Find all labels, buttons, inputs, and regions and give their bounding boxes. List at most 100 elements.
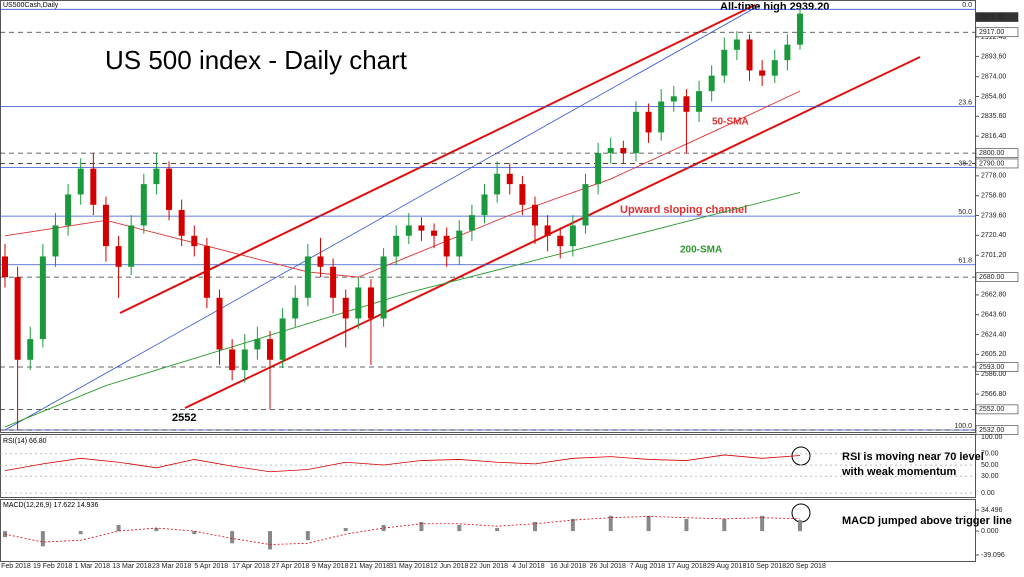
macd-bar <box>343 528 348 532</box>
candle-body <box>632 111 639 154</box>
symbol: US500Cash,Daily <box>3 2 59 9</box>
rsi-tick-label: 30.00 <box>981 473 999 480</box>
y-tick-label: 2778.00 <box>981 173 1006 180</box>
y-tick-label: 2720.40 <box>981 232 1006 239</box>
candle-body <box>468 215 475 231</box>
candle-body <box>279 318 286 360</box>
level-box <box>975 27 1019 38</box>
macd-bar <box>646 515 651 532</box>
candle-body <box>380 256 387 319</box>
macd-tick-label: -39.096 <box>981 552 1005 559</box>
macd-bar <box>684 518 689 532</box>
y-tick-label: 2816.40 <box>981 133 1006 140</box>
x-tick-label: 9 May 2018 <box>312 563 349 570</box>
candle-body <box>431 230 438 236</box>
macd-note: MACD jumped above trigger line <box>842 515 1012 527</box>
macd-title: MACD(12,26,9) 17.622 14.936 <box>3 502 98 509</box>
candle-body <box>506 173 513 185</box>
candle-body <box>292 297 299 319</box>
candle-body <box>367 287 374 319</box>
candle-body <box>746 39 753 71</box>
candle-body <box>456 230 463 257</box>
y-tick-label: 2624.40 <box>981 331 1006 338</box>
candle-body <box>14 277 21 360</box>
sma-label: 50-SMA <box>712 117 749 128</box>
macd-bar <box>495 528 500 532</box>
level-box <box>975 425 1019 435</box>
level-label: 2800.00 <box>979 150 1004 157</box>
x-tick-label: 16 Jul 2018 <box>550 563 586 570</box>
candle-body <box>342 297 349 319</box>
channel-upper <box>119 4 756 314</box>
candle-body <box>696 91 703 112</box>
candle-body <box>418 225 425 231</box>
candle-body <box>658 101 665 133</box>
x-tick-label: 4 Jul 2018 <box>512 563 544 570</box>
rsi-note: with weak momentum <box>841 466 957 478</box>
candle-body <box>317 256 324 267</box>
candle-body <box>102 204 109 247</box>
candle-body <box>708 75 715 92</box>
y-tick-label: 2605.20 <box>981 351 1006 358</box>
level-box <box>975 272 1019 282</box>
macd-frame <box>0 499 976 562</box>
candle-body <box>519 184 526 205</box>
macd-bar <box>722 518 727 532</box>
fib-line <box>4 4 761 431</box>
candle-body <box>128 225 135 267</box>
chart-title: US 500 index - Daily chart <box>105 45 408 75</box>
level-label: 2593.00 <box>979 364 1004 371</box>
candle-body <box>203 246 210 298</box>
x-tick-label: 1 Mar 2018 <box>75 563 111 570</box>
x-tick-label: 26 Jul 2018 <box>590 563 626 570</box>
x-tick-label: 7 Feb 2018 <box>0 563 31 570</box>
y-tick-label: 2566.80 <box>981 391 1006 398</box>
x-tick-label: 31 May 2018 <box>389 563 430 570</box>
candle-body <box>595 153 602 185</box>
candle-body <box>582 184 589 226</box>
y-tick-label: 2854.80 <box>981 93 1006 100</box>
candle-body <box>254 339 261 350</box>
candle-body <box>90 168 97 205</box>
level-label: 2790.00 <box>979 160 1004 167</box>
macd-bar <box>533 521 537 532</box>
sma-label: 200-SMA <box>680 245 722 256</box>
x-tick-label: 23 Mar 2018 <box>152 563 191 570</box>
x-tick-label: 22 Jun 2018 <box>470 563 509 570</box>
candle-body <box>153 168 160 185</box>
current-price-label: 2931.70 <box>979 14 1004 21</box>
macd-bar <box>381 524 386 532</box>
candle-body <box>683 96 690 112</box>
candle-body <box>670 96 677 102</box>
rsi-title: RSI(14) 66.80 <box>3 438 47 445</box>
rsi-tick-label: 50.00 <box>981 462 999 469</box>
y-tick-label: 2912.40 <box>981 34 1006 41</box>
x-tick-label: 17 Aug 2018 <box>667 563 706 570</box>
macd-bar <box>760 515 765 532</box>
fib-label: 0.0 <box>962 2 972 9</box>
macd-bar <box>78 531 83 535</box>
candle-body <box>393 235 400 257</box>
macd-tick-label: 0.000 <box>981 528 999 535</box>
x-tick-label: 29 Aug 2018 <box>707 563 746 570</box>
current-price-box <box>975 12 1019 22</box>
channel-lower <box>184 56 921 409</box>
macd-bar <box>154 528 159 532</box>
channel-label: Upward sloping channel <box>620 204 747 216</box>
y-tick-label: 2739.60 <box>981 212 1006 219</box>
y-tick-label: 2835.60 <box>981 113 1006 120</box>
candle-body <box>330 266 337 298</box>
macd-bar <box>457 524 462 532</box>
x-tick-label: 17 Apr 2018 <box>232 563 270 570</box>
level-label: 2917.00 <box>979 29 1004 36</box>
y-tick-label: 2893.60 <box>981 53 1006 60</box>
y-tick-label: 2758.80 <box>981 193 1006 200</box>
candle-body <box>620 147 627 154</box>
candle-body <box>304 256 311 298</box>
macd-bar <box>192 531 197 535</box>
candle-body <box>557 235 564 247</box>
sma-line <box>4 191 801 428</box>
y-tick-label: 2586.00 <box>981 371 1006 378</box>
